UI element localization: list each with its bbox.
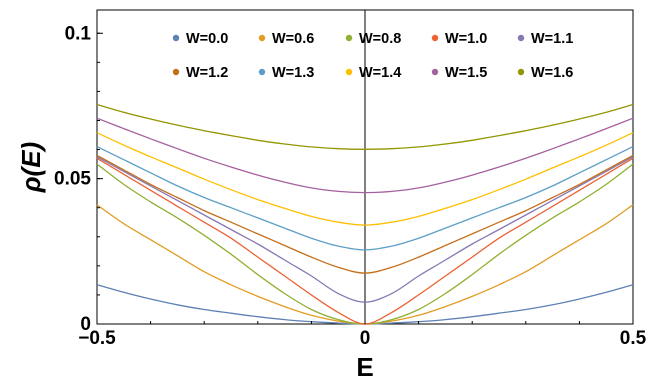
legend-swatch-3 [431, 34, 439, 42]
legend-label-5: W=1.2 [186, 65, 228, 81]
x-tick-label-0: −0.5 [78, 328, 116, 349]
legend-swatch-5 [172, 68, 180, 76]
legend-label-1: W=0.6 [272, 31, 314, 47]
x-axis-title: E [356, 352, 373, 381]
legend-swatch-8 [431, 68, 439, 76]
series-line-9 [96, 103, 634, 150]
series-line-6 [96, 146, 634, 251]
legend: W=0.0 W=0.6 W=0.8 W=1.0 W=1.1 W=1.2 W=1.3 W=1.4… [172, 31, 573, 81]
x-tick-label-2: 0.5 [620, 328, 647, 349]
legend-swatch-7 [345, 68, 353, 76]
legend-swatch-2 [345, 34, 353, 42]
legend-label-0: W=0.0 [186, 31, 228, 47]
legend-label-9: W=1.6 [531, 65, 573, 81]
legend-label-2: W=0.8 [359, 31, 401, 47]
legend-label-6: W=1.3 [272, 65, 314, 81]
axis-ticks: 00.050.1−0.5 0 0.5 [54, 23, 647, 349]
series-line-4 [96, 156, 634, 303]
legend-label-4: W=1.1 [531, 31, 573, 47]
series-line-8 [96, 117, 634, 194]
legend-swatch-4 [517, 34, 525, 42]
legend-swatch-9 [517, 68, 525, 76]
plot-frame [96, 9, 634, 325]
y-tick-label-0: 0 [80, 314, 91, 335]
y-tick-label-1: 0.05 [54, 169, 91, 190]
legend-label-3: W=1.0 [445, 31, 487, 47]
legend-swatch-6 [258, 68, 266, 76]
legend-label-7: W=1.4 [359, 65, 401, 81]
legend-label-8: W=1.5 [445, 65, 487, 81]
series-line-7 [96, 132, 634, 226]
series-line-5 [96, 154, 634, 274]
y-tick-label-2: 0.1 [65, 23, 92, 44]
x-tick-label-1: 0 [360, 328, 371, 349]
legend-swatch-1 [258, 34, 266, 42]
legend-swatch-0 [172, 34, 180, 42]
series-lines [96, 103, 634, 325]
y-axis-title: ρ(E) [16, 142, 46, 193]
